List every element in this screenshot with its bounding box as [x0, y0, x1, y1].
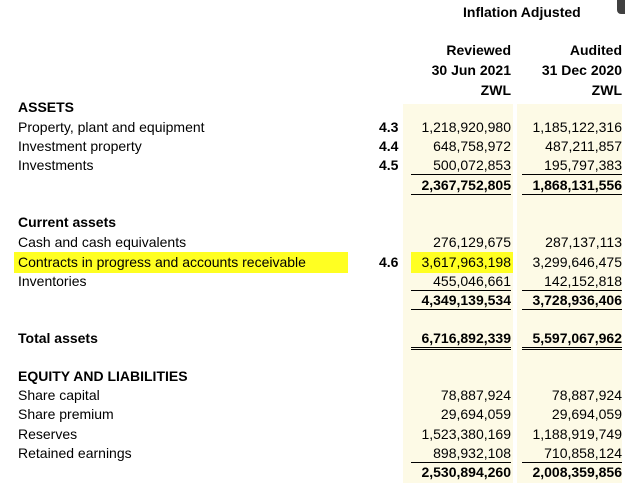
row-value-2021: 1,523,380,169 — [421, 426, 511, 442]
row-value-2020: 142,152,818 — [522, 272, 622, 291]
row-value-2020: 195,797,383 — [522, 156, 622, 175]
subtotal-2021: 4,349,139,534 — [411, 291, 511, 310]
row-value-2021: 78,887,924 — [440, 387, 511, 403]
row-value-2021: 455,046,661 — [411, 272, 511, 291]
row-label: Investments — [18, 157, 94, 173]
col2-header-currency: ZWL — [591, 82, 622, 98]
row-value-2020: 1,185,122,316 — [532, 119, 622, 135]
window-corner — [617, 0, 625, 14]
row-value-2020: 29,694,059 — [551, 406, 622, 422]
row-investments: Investments 4.5 500,072,853 195,797,383 — [0, 156, 625, 175]
value-highlight — [411, 252, 513, 273]
subtotal-2020: 2,008,359,856 — [532, 464, 622, 480]
row-label: Retained earnings — [18, 445, 132, 461]
row-label: Inventories — [18, 273, 87, 289]
row-label: Investment property — [18, 138, 142, 154]
row-value-2021: 648,758,972 — [433, 138, 511, 154]
section-assets: ASSETS — [18, 99, 75, 115]
col1-header-status: Reviewed — [446, 42, 511, 58]
row-label: Total assets — [18, 330, 98, 346]
row-value-2020: 487,211,857 — [545, 138, 622, 154]
total-2020: 5,597,067,962 — [522, 329, 622, 350]
row-note: 4.4 — [379, 138, 399, 154]
row-value-2020: 78,887,924 — [551, 387, 622, 403]
row-value-2020: 3,299,646,475 — [532, 254, 622, 270]
section-current-assets: Current assets — [18, 214, 117, 230]
col1-header-currency: ZWL — [480, 82, 511, 98]
row-share-premium: Share premium 29,694,059 29,694,059 — [0, 405, 625, 424]
row-label: Contracts in progress and accounts recei… — [18, 254, 306, 270]
row-value-2020: 287,137,113 — [545, 234, 622, 250]
row-inventories: Inventories 455,046,661 142,152,818 — [0, 272, 625, 291]
row-label: Reserves — [18, 426, 78, 442]
row-value-2021: 276,129,675 — [433, 234, 511, 250]
row-share-capital: Share capital 78,887,924 78,887,924 — [0, 386, 625, 405]
col2-header-date: 31 Dec 2020 — [541, 62, 622, 78]
col2-header-status: Audited — [569, 42, 622, 58]
row-label: Cash and cash equivalents — [18, 234, 187, 250]
row-reserves: Reserves 1,523,380,169 1,188,919,749 — [0, 425, 625, 444]
row-note: 4.5 — [379, 157, 399, 173]
subtotal-2021: 2,530,894,260 — [421, 464, 511, 480]
total-2021: 6,716,892,339 — [411, 329, 511, 350]
row-total-assets: Total assets 6,716,892,339 5,597,067,962 — [0, 329, 625, 350]
row-value-2020: 1,188,919,749 — [532, 426, 622, 442]
row-value-2020: 710,858,124 — [522, 444, 622, 463]
col1-header-date: 30 Jun 2021 — [431, 62, 511, 78]
row-contracts-receivable: Contracts in progress and accounts recei… — [0, 253, 625, 272]
subtotal-2021: 2,367,752,805 — [411, 176, 511, 195]
row-label: Share capital — [18, 387, 100, 403]
row-value-2021: 3,617,963,198 — [421, 254, 511, 270]
row-value-2021: 29,694,059 — [440, 406, 511, 422]
row-note: 4.3 — [379, 119, 399, 135]
col2-shade — [517, 104, 622, 483]
subtotal-2020: 3,728,936,406 — [522, 291, 622, 310]
row-value-2021: 898,932,108 — [411, 444, 511, 463]
row-retained-earnings: Retained earnings 898,932,108 710,858,12… — [0, 444, 625, 463]
row-noncurrent-total: 2,367,752,805 1,868,131,556 — [0, 176, 625, 195]
header-title: Inflation Adjusted — [463, 4, 581, 20]
label-highlight — [14, 252, 348, 273]
row-label: Share premium — [18, 406, 114, 422]
row-note: 4.6 — [379, 254, 399, 270]
col1-shade — [403, 104, 513, 483]
row-value-2021: 500,072,853 — [411, 156, 511, 175]
section-equity-liabilities: EQUITY AND LIABILITIES — [18, 368, 188, 384]
row-label: Property, plant and equipment — [18, 119, 205, 135]
row-equity-total: 2,530,894,260 2,008,359,856 — [0, 463, 625, 482]
subtotal-2020: 1,868,131,556 — [522, 176, 622, 195]
row-investment-property: Investment property 4.4 648,758,972 487,… — [0, 137, 625, 156]
row-ppe: Property, plant and equipment 4.3 1,218,… — [0, 118, 625, 137]
row-cash: Cash and cash equivalents 276,129,675 28… — [0, 233, 625, 252]
row-current-total: 4,349,139,534 3,728,936,406 — [0, 291, 625, 310]
row-value-2021: 1,218,920,980 — [421, 119, 511, 135]
